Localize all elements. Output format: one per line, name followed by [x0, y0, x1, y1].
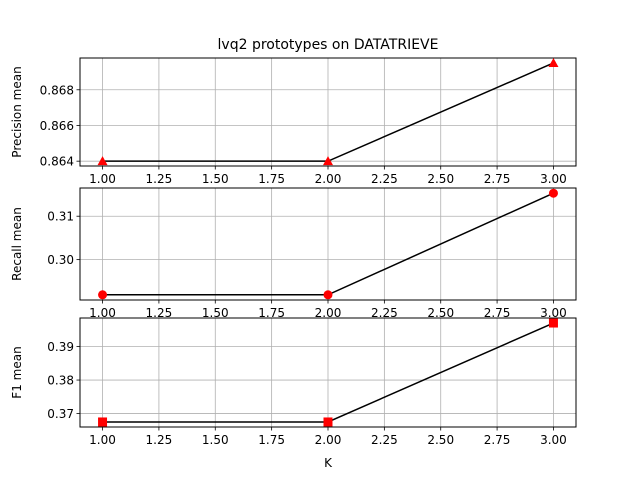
- x-tick-label: 3.00: [540, 306, 567, 320]
- x-tick-label: 3.00: [540, 433, 567, 447]
- x-tick-label: 1.50: [202, 172, 229, 186]
- x-tick-label: 1.25: [146, 306, 173, 320]
- plot-frame: [79, 57, 577, 167]
- subplot-1: 1.00 1.25 1.50 1.75 2.00 2.25 2.50 2.75 3.00 0.86…: [10, 57, 577, 186]
- subplot-2: 1.00 1.25 1.50 1.75 2.00 2.25 2.50 2.75 3.00 0.30…: [10, 187, 577, 320]
- chart-title: lvq2 prototypes on DATATRIEVE: [218, 37, 439, 53]
- y-tick-label: 0.37: [47, 407, 74, 421]
- x-tick-label: 2.50: [427, 306, 454, 320]
- data-point: [323, 290, 333, 300]
- x-tick-label: 3.00: [540, 172, 567, 186]
- data-point: [548, 188, 558, 198]
- data-point: [97, 156, 108, 166]
- x-tick-label: 2.25: [371, 172, 398, 186]
- x-tick-label: 1.75: [258, 172, 285, 186]
- data-point: [98, 417, 108, 427]
- data-point: [323, 417, 333, 427]
- y-tick-label: 0.868: [40, 83, 74, 97]
- y-tick-label: 0.38: [47, 374, 74, 388]
- plot-frame: [79, 317, 577, 428]
- x-tick-label: 2.00: [315, 433, 342, 447]
- x-tick-label: 1.75: [258, 306, 285, 320]
- x-tick-label: 2.25: [371, 433, 398, 447]
- x-tick-label: 2.50: [427, 433, 454, 447]
- x-tick-label: 2.00: [315, 306, 342, 320]
- y-tick-label: 0.866: [40, 119, 74, 133]
- x-tick-label: 2.25: [371, 306, 398, 320]
- y-axis-label: F1 mean: [10, 346, 24, 398]
- x-tick-label: 1.25: [146, 433, 173, 447]
- y-tick-label: 0.31: [47, 210, 74, 224]
- x-tick-label: 2.75: [484, 433, 511, 447]
- y-axis-label: Precision mean: [10, 66, 24, 157]
- y-tick-label: 0.30: [47, 253, 74, 267]
- x-tick-label: 1.75: [258, 433, 285, 447]
- x-tick-label: 2.75: [484, 306, 511, 320]
- y-tick-label: 0.39: [47, 340, 74, 354]
- x-tick-label: 1.00: [89, 172, 116, 186]
- x-tick-label: 1.00: [89, 433, 116, 447]
- x-tick-label: 1.25: [146, 172, 173, 186]
- data-point: [548, 57, 559, 67]
- y-tick-label: 0.864: [40, 155, 74, 169]
- data-point: [323, 156, 333, 166]
- x-tick-label: 2.50: [427, 172, 454, 186]
- x-tick-label: 1.50: [202, 306, 229, 320]
- x-tick-label: 2.00: [315, 172, 342, 186]
- subplot-3: 1.00 1.25 1.50 1.75 2.00 2.25 2.50 2.75 3.00 0.37…: [10, 317, 577, 447]
- x-tick-label: 1.00: [89, 306, 116, 320]
- y-axis-label: Recall mean: [10, 207, 24, 281]
- data-point: [98, 290, 108, 300]
- x-axis-label: K: [324, 456, 333, 470]
- x-tick-label: 2.75: [484, 172, 511, 186]
- data-point: [548, 318, 558, 328]
- x-tick-label: 1.50: [202, 433, 229, 447]
- plot-frame: [79, 187, 577, 301]
